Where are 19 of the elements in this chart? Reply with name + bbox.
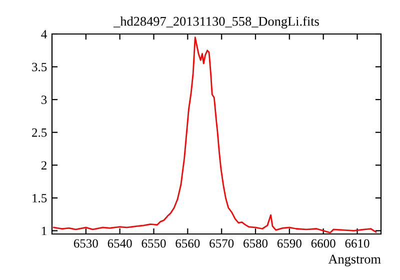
x-tick-label: 6530 [74,239,98,248]
x-tick-label: 6610 [345,239,370,248]
chart-title: _hd28497_20131130_558_DongLi.fits [113,16,319,29]
x-tick-label: 6570 [210,239,234,248]
x-axis-title: Angstrom [328,254,381,266]
x-tick-label: 6540 [108,239,132,248]
x-tick-label: 6550 [142,239,166,248]
x-tick-label: 6600 [311,239,336,248]
line-series [53,36,377,234]
y-tick-label: 1 [42,226,46,236]
y-tick-label: 3 [41,96,47,104]
y-tick-label: 3.5 [32,62,47,72]
x-tick-label: 6590 [277,239,302,248]
x-tick-label: 6560 [176,239,200,248]
y-tick-label: 1.5 [32,194,47,202]
y-tick-label: 2.5 [32,128,47,137]
y-tick-label: 2 [41,161,46,170]
x-tick-label: 6580 [244,239,268,248]
y-tick-label: 4 [41,30,47,38]
